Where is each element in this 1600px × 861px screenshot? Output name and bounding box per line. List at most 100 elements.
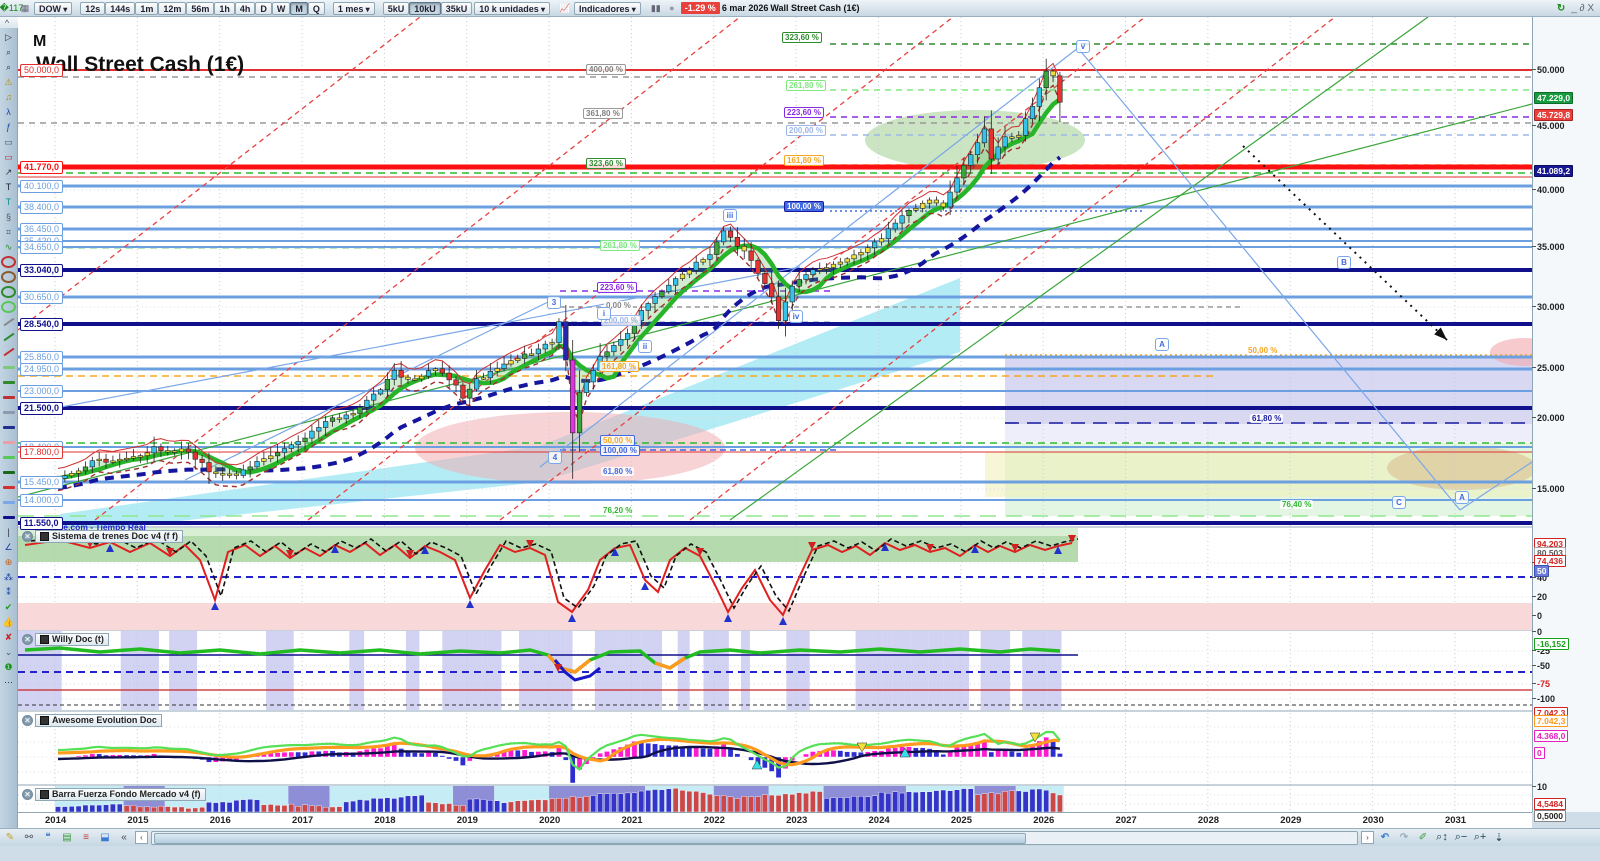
- line-swatch-icon-6[interactable]: [1, 450, 16, 464]
- time-scrollbar[interactable]: [151, 830, 1358, 845]
- timeframe-button-W[interactable]: W: [271, 1, 291, 15]
- line-swatch-icon-4[interactable]: [1, 420, 16, 434]
- timeframe-button-56m[interactable]: 56m: [186, 1, 215, 15]
- wave-marker[interactable]: 4: [548, 451, 562, 464]
- panel-close-icon[interactable]: ✕: [22, 715, 33, 726]
- step-left-icon[interactable]: ‹: [135, 831, 148, 844]
- chart-type-icon[interactable]: 📈: [559, 2, 571, 13]
- wave-marker[interactable]: A: [1455, 491, 1469, 504]
- rect-sel-icon[interactable]: ▭: [4, 136, 13, 147]
- wave-marker[interactable]: 3: [547, 296, 561, 309]
- ruler-icon[interactable]: ⌗: [5, 226, 12, 237]
- pause-icon[interactable]: ▮▮: [650, 2, 661, 13]
- line-swatch-icon-10[interactable]: [1, 510, 16, 524]
- wave-marker[interactable]: i: [597, 307, 611, 320]
- chart-area[interactable]: M Wall Street Cash (1€) IT-Finance.com -…: [18, 17, 1532, 812]
- zoom-reset-icon[interactable]: ⌕↕: [1436, 831, 1448, 843]
- layers-icon[interactable]: ≡: [83, 832, 89, 843]
- line-swatch-icon-2[interactable]: [1, 390, 16, 404]
- refresh-icon[interactable]: ↻: [1556, 2, 1566, 14]
- points-b-icon[interactable]: ⁑: [6, 586, 11, 597]
- timeframe-button-D[interactable]: D: [255, 1, 272, 15]
- diag-green-icon[interactable]: [1, 330, 16, 344]
- line-swatch-icon-0[interactable]: [1, 360, 16, 374]
- fibo-tool-icon[interactable]: λ: [6, 107, 11, 117]
- dots-icon[interactable]: ⋯: [4, 676, 13, 687]
- pencil-icon[interactable]: ✎: [5, 832, 15, 843]
- ellipse-green-icon[interactable]: [1, 285, 16, 299]
- vline-icon[interactable]: |: [7, 527, 10, 537]
- wave-marker[interactable]: B: [1337, 256, 1351, 269]
- cursor-icon[interactable]: ▷: [5, 31, 12, 42]
- timeframe-button-12s[interactable]: 12s: [80, 1, 106, 15]
- timeframe-button-M[interactable]: M: [290, 1, 308, 15]
- step-right-icon[interactable]: ›: [1361, 831, 1374, 844]
- close-red-icon[interactable]: ✘: [4, 631, 13, 642]
- wave-marker[interactable]: C: [1392, 496, 1406, 509]
- more-icon[interactable]: ⌄: [4, 646, 13, 657]
- bell-icon[interactable]: ♫: [5, 92, 12, 102]
- angle-icon[interactable]: ∠: [4, 541, 13, 552]
- line-swatch-icon-1[interactable]: [1, 375, 16, 389]
- line-swatch-icon-8[interactable]: [1, 480, 16, 494]
- pan-icon[interactable]: ⇣: [1494, 832, 1504, 844]
- draw-icon[interactable]: ✐: [1418, 832, 1428, 843]
- stamp-icon[interactable]: ❶: [4, 661, 13, 672]
- target-icon[interactable]: ⊕: [4, 556, 13, 567]
- panel-close-icon[interactable]: ✕: [22, 531, 33, 542]
- wave-marker[interactable]: iv: [789, 310, 803, 323]
- timeframe-button-Q[interactable]: Q: [307, 1, 325, 15]
- layout-icon[interactable]: ▦: [20, 2, 30, 13]
- wave-marker[interactable]: v̅: [1076, 40, 1090, 53]
- timeframe-button-144s[interactable]: 144s: [105, 1, 136, 15]
- wave-marker[interactable]: iii: [723, 209, 737, 222]
- wave-marker[interactable]: A: [1155, 338, 1169, 351]
- ellipse-brown-icon[interactable]: [1, 270, 16, 284]
- fibo2-tool-icon[interactable]: ƒ: [5, 122, 11, 132]
- document-icon[interactable]: ▤: [62, 832, 72, 843]
- line-swatch-icon-5[interactable]: [1, 435, 16, 449]
- zoom-icon[interactable]: ⌕: [5, 46, 12, 57]
- points-a-icon[interactable]: ⁂: [4, 571, 13, 582]
- unit-button-5kU[interactable]: 5kU: [382, 1, 410, 15]
- monitor-icon[interactable]: ⬓: [100, 832, 110, 843]
- timeframe-button-1m[interactable]: 1m: [135, 1, 159, 15]
- record-icon[interactable]: ●: [669, 3, 675, 13]
- wave-marker[interactable]: ii: [638, 340, 652, 353]
- comment-icon[interactable]: ❝: [45, 832, 51, 843]
- arrow-tool-icon[interactable]: ↗: [4, 166, 13, 177]
- redo-icon[interactable]: ↷: [1399, 832, 1409, 843]
- chevrons-left-icon[interactable]: «: [121, 832, 127, 843]
- rect-red-icon[interactable]: ▭: [4, 151, 13, 162]
- alarm-add-icon[interactable]: ⚠: [4, 76, 13, 87]
- collapse-icon[interactable]: ^: [4, 17, 10, 28]
- scrollbar-thumb[interactable]: [154, 832, 1026, 844]
- line-swatch-icon-7[interactable]: [1, 465, 16, 479]
- panel-close-icon[interactable]: ✕: [22, 634, 33, 645]
- undo-icon[interactable]: ↶: [1380, 832, 1390, 843]
- period-dropdown[interactable]: 1 mes: [332, 1, 375, 15]
- callout-tool-icon[interactable]: T: [5, 197, 12, 207]
- check-icon[interactable]: ✔: [4, 601, 13, 612]
- unit-button-35kU[interactable]: 35kU: [440, 1, 473, 15]
- timeframe-button-12m[interactable]: 12m: [158, 1, 187, 15]
- zoom-in-icon[interactable]: ⌕+: [1473, 831, 1487, 843]
- timeframe-button-4h[interactable]: 4h: [234, 1, 256, 15]
- ellipse-lime-icon[interactable]: [1, 300, 16, 314]
- line-swatch-icon-9[interactable]: [1, 495, 16, 509]
- share-icon[interactable]: ⚯: [24, 832, 34, 843]
- link-tool-icon[interactable]: §: [5, 212, 11, 222]
- window-controls[interactable]: _ ∂ X: [1571, 2, 1594, 14]
- time-axis[interactable]: 2014 2015 2016 2017 2018 2019 2020 2021 2022 2023…: [18, 812, 1532, 829]
- line-swatch-icon-3[interactable]: [1, 405, 16, 419]
- units-dropdown[interactable]: 10 k unidades: [474, 1, 551, 15]
- zoom-sel-icon[interactable]: ⌕: [5, 61, 12, 72]
- diag-red-icon[interactable]: [1, 345, 16, 359]
- text-tool-icon[interactable]: T: [5, 182, 12, 192]
- ellipse-red-icon[interactable]: [1, 255, 16, 269]
- diag-gray-icon[interactable]: [1, 315, 16, 329]
- symbol-dropdown[interactable]: DOW: [34, 1, 73, 15]
- unit-button-10kU[interactable]: 10kU: [409, 1, 441, 15]
- price-axis[interactable]: 50.000 45.000 40.000 35.000 30.000 25.000 20.0…: [1531, 17, 1600, 822]
- indicators-button[interactable]: Indicadores: [574, 1, 641, 15]
